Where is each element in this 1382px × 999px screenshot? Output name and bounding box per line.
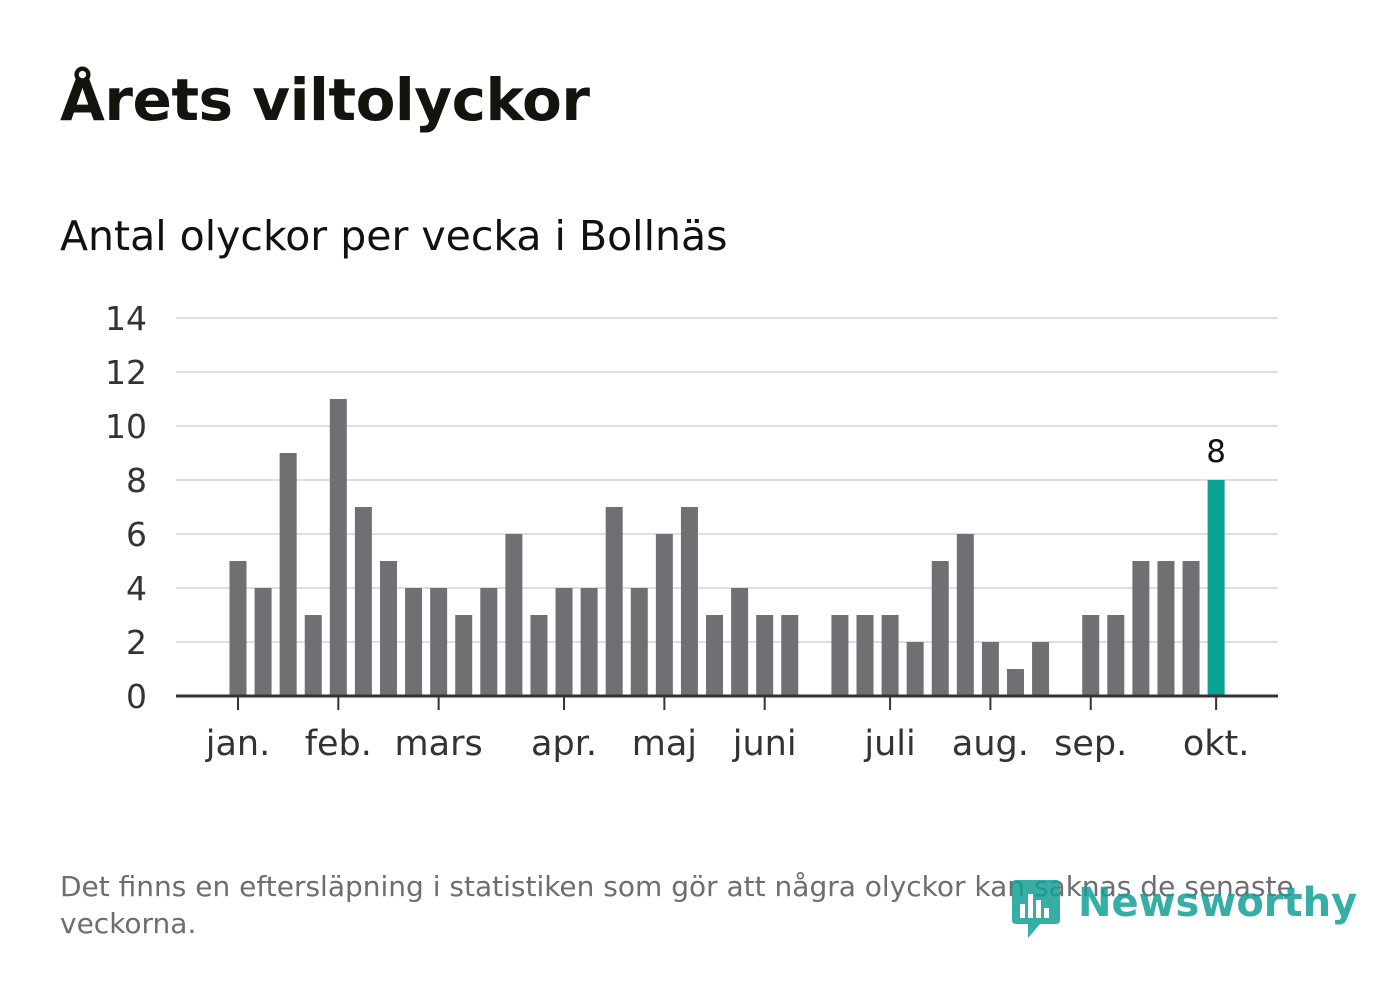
x-tick-label: okt. bbox=[1183, 724, 1250, 764]
x-tick-label: jan. bbox=[205, 724, 270, 764]
x-tick-label: aug. bbox=[952, 724, 1029, 764]
y-tick-label: 8 bbox=[126, 461, 147, 500]
y-tick-label: 0 bbox=[126, 677, 147, 716]
bar bbox=[530, 615, 548, 696]
bar bbox=[906, 642, 924, 696]
bar bbox=[831, 615, 849, 696]
bar bbox=[379, 561, 397, 696]
bar bbox=[229, 561, 247, 696]
newsworthy-logo-icon bbox=[1012, 880, 1060, 938]
bar bbox=[329, 399, 347, 696]
x-axis bbox=[176, 694, 1278, 710]
bar bbox=[680, 507, 698, 696]
bar bbox=[1032, 642, 1050, 696]
y-tick-label: 6 bbox=[126, 515, 147, 554]
bar bbox=[254, 588, 272, 696]
y-tick-label: 10 bbox=[105, 407, 147, 446]
x-axis-labels: jan. feb. mars apr. maj juni juli aug. sep. okt. bbox=[205, 724, 1250, 764]
bar bbox=[1132, 561, 1150, 696]
bar bbox=[1157, 561, 1175, 696]
y-tick-label: 4 bbox=[126, 569, 147, 608]
bar bbox=[706, 615, 724, 696]
bar bbox=[881, 615, 899, 696]
bar-highlight bbox=[1207, 480, 1225, 696]
bar bbox=[781, 615, 799, 696]
x-tick-label: maj bbox=[632, 724, 697, 764]
bar bbox=[981, 642, 999, 696]
bar bbox=[354, 507, 372, 696]
y-tick-label: 14 bbox=[105, 299, 147, 338]
bar bbox=[731, 588, 749, 696]
bar bbox=[856, 615, 874, 696]
bar bbox=[405, 588, 423, 696]
y-tick-label: 12 bbox=[105, 353, 147, 392]
bar bbox=[279, 453, 297, 696]
bar bbox=[304, 615, 322, 696]
bar bbox=[430, 588, 448, 696]
x-tick-label: juli bbox=[863, 724, 915, 764]
x-tick-label: feb. bbox=[305, 724, 372, 764]
x-tick-label: mars bbox=[395, 724, 483, 764]
chart-title: Årets viltolyckor bbox=[60, 66, 590, 134]
bar bbox=[931, 561, 949, 696]
bar bbox=[956, 534, 974, 696]
x-tick-label: juni bbox=[732, 724, 797, 764]
bar bbox=[505, 534, 523, 696]
bar bbox=[580, 588, 598, 696]
bar bbox=[455, 615, 473, 696]
annotations: 8 bbox=[1206, 434, 1226, 470]
footnote: Det finns en eftersläpning i statistiken… bbox=[60, 870, 1294, 940]
logo-text: Newsworthy bbox=[1078, 880, 1358, 926]
bar bbox=[756, 615, 774, 696]
bar bbox=[605, 507, 623, 696]
bar-chart: 0 2 4 6 8 10 12 14 jan. feb. mars apr. maj juni juli a… bbox=[105, 299, 1278, 764]
bars bbox=[229, 399, 1225, 696]
bar bbox=[1107, 615, 1125, 696]
bar bbox=[655, 534, 673, 696]
chart-subtitle: Antal olyckor per vecka i Bollnäs bbox=[60, 212, 728, 260]
y-axis-labels: 0 2 4 6 8 10 12 14 bbox=[105, 299, 147, 716]
data-label-highlight: 8 bbox=[1206, 434, 1226, 470]
x-tick-label: sep. bbox=[1054, 724, 1127, 764]
newsworthy-logo: Newsworthy bbox=[1012, 878, 1357, 942]
bar bbox=[630, 588, 648, 696]
bar bbox=[1006, 669, 1024, 696]
x-tick-label: apr. bbox=[531, 724, 597, 764]
y-tick-label: 2 bbox=[126, 623, 147, 662]
bar bbox=[1082, 615, 1100, 696]
bar bbox=[555, 588, 573, 696]
bar bbox=[480, 588, 498, 696]
bar bbox=[1182, 561, 1200, 696]
